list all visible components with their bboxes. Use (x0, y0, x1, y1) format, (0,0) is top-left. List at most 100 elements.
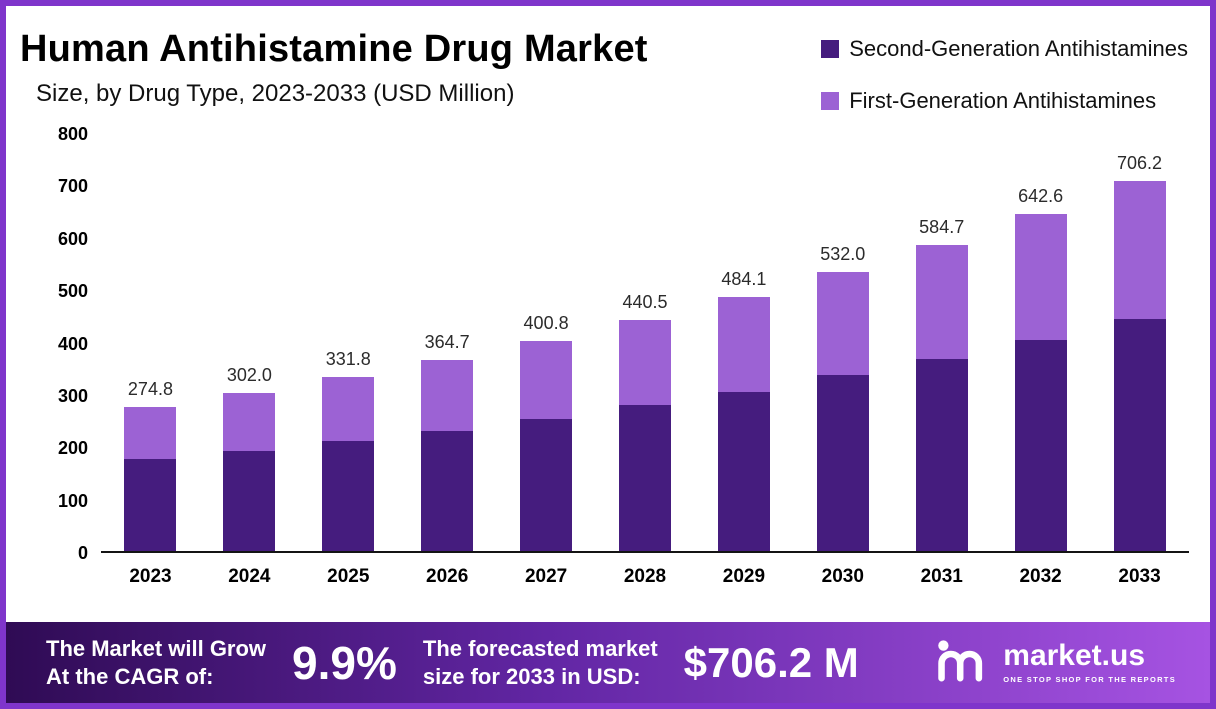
bar-group: 364.7 (398, 332, 497, 551)
bar-segment-second-generation (520, 418, 573, 551)
legend-item-second-generation: Second-Generation Antihistamines (821, 36, 1188, 62)
bar-segment-first-generation (421, 360, 474, 431)
bar-total-label: 400.8 (523, 313, 569, 334)
bar-stack (1014, 214, 1067, 551)
bar-segment-second-generation (717, 391, 770, 551)
bar-segment-first-generation (1014, 214, 1067, 341)
bar-group: 642.6 (991, 186, 1090, 551)
y-axis-tick-label: 400 (57, 333, 88, 354)
bar-stack (421, 360, 474, 551)
bar-group: 484.1 (694, 269, 793, 551)
cagr-label-line1: The Market will Grow (46, 636, 267, 661)
legend-swatch (821, 40, 840, 58)
bar-segment-second-generation (816, 375, 869, 551)
marketus-logo-icon (935, 639, 991, 687)
legend-swatch (821, 92, 840, 110)
bar-segment-first-generation (717, 297, 770, 392)
x-axis-label: 2032 (1019, 566, 1062, 587)
bar-segment-first-generation (816, 272, 869, 376)
x-axis-label: 2028 (623, 566, 667, 587)
bar-segment-second-generation (223, 450, 276, 551)
cagr-label: The Market will Grow At the CAGR of: (46, 635, 266, 690)
bar-group: 440.5 (596, 292, 695, 551)
bar-total-label: 706.2 (1116, 153, 1163, 174)
bar-segment-first-generation (124, 407, 177, 460)
bar-total-label: 364.7 (424, 332, 470, 353)
x-axis-label: 2030 (821, 566, 864, 587)
x-axis-label: 2026 (426, 566, 469, 587)
forecast-label-line1: The forecasted market (422, 636, 658, 661)
bar-group: 274.8 (101, 379, 200, 551)
forecast-value: $706.2 M (683, 638, 859, 686)
bar-stack (816, 272, 869, 551)
bar-segment-first-generation (223, 392, 276, 451)
y-axis-tick-label: 200 (57, 438, 88, 459)
x-axis-label: 2027 (524, 566, 568, 587)
bar-total-label: 642.6 (1018, 186, 1064, 207)
bar-group: 331.8 (299, 349, 398, 551)
brand: market.us ONE STOP SHOP FOR THE REPORTS (935, 639, 1176, 687)
bar-group: 532.0 (793, 244, 892, 551)
bar-total-label: 532.0 (820, 244, 866, 265)
forecast-label-line2: size for 2033 in USD: (422, 663, 641, 689)
bar-segment-first-generation (322, 377, 375, 441)
bar-group: 584.7 (892, 217, 991, 551)
bar-group: 302.0 (200, 365, 299, 551)
x-axis-label: 2025 (327, 566, 370, 587)
cagr-value: 9.9% (292, 636, 397, 689)
bar-segment-second-generation (1014, 340, 1067, 551)
legend: Second-Generation Antihistamines First-G… (821, 36, 1188, 114)
y-axis-tick-label: 100 (57, 490, 88, 511)
brand-text: market.us ONE STOP SHOP FOR THE REPORTS (1003, 639, 1176, 685)
chart-title: Human Antihistamine Drug Market (20, 28, 648, 70)
bar-group: 400.8 (497, 313, 596, 551)
bar-segment-second-generation (421, 430, 474, 551)
brand-name: market.us (1003, 639, 1146, 672)
bar-segment-second-generation (124, 459, 177, 551)
y-axis-tick-label: 300 (57, 385, 88, 406)
bar-segment-first-generation (915, 244, 968, 360)
cagr-label-line2: At the CAGR of: (46, 663, 214, 689)
bar-group: 706.2 (1090, 153, 1189, 551)
y-axis-tick-label: 500 (57, 281, 88, 302)
forecast-label: The forecasted market size for 2033 in U… (423, 635, 658, 690)
bar-segment-first-generation (618, 320, 671, 405)
bar-stack (322, 377, 375, 551)
x-axis-label: 2031 (920, 566, 963, 587)
bar-total-label: 274.8 (127, 379, 173, 400)
bar-stack (520, 341, 573, 551)
bar-stack (618, 320, 671, 551)
bar-total-label: 331.8 (325, 349, 371, 370)
chart-subtitle: Size, by Drug Type, 2023-2033 (USD Milli… (36, 80, 515, 107)
bar-stack (124, 407, 177, 551)
bar-total-label: 440.5 (622, 292, 668, 313)
bar-total-label: 584.7 (919, 216, 965, 237)
plot-area: 274.8 302.0 331.8 364.7 400.8 440.5 484.1 532.0… (101, 134, 1189, 553)
bar-segment-second-generation (915, 359, 968, 551)
footer-banner: The Market will Grow At the CAGR of: 9.9… (6, 622, 1210, 703)
brand-tagline: ONE STOP SHOP FOR THE REPORTS (1003, 675, 1176, 684)
y-axis: 0 100 200 300 400 500 600 700 800 (26, 124, 88, 563)
bar-segment-second-generation (322, 440, 375, 551)
bar-total-label: 484.1 (721, 269, 767, 290)
bar-segment-first-generation (520, 341, 573, 419)
legend-item-first-generation: First-Generation Antihistamines (821, 88, 1188, 114)
x-axis-labels: 2023 2024 2025 2026 2027 2028 2029 2030 2031 2032… (101, 566, 1189, 588)
x-axis-label: 2033 (1118, 566, 1161, 587)
legend-label: Second-Generation Antihistamines (849, 36, 1188, 61)
bar-total-label: 302.0 (226, 364, 272, 385)
bar-stack (717, 297, 770, 551)
bar-stack (223, 392, 276, 551)
bar-stack (915, 244, 968, 551)
x-axis-label: 2029 (722, 566, 766, 587)
bars-row: 274.8 302.0 331.8 364.7 400.8 440.5 484.1 532.0… (101, 134, 1189, 551)
bar-segment-second-generation (618, 404, 671, 551)
bar-segment-first-generation (1113, 181, 1166, 320)
y-axis-tick-label: 800 (57, 124, 88, 144)
y-axis-tick-label: 700 (57, 176, 88, 197)
y-axis-tick-label: 0 (77, 543, 88, 563)
bar-segment-second-generation (1113, 319, 1166, 551)
x-axis-label: 2023 (129, 566, 172, 587)
y-axis-tick-label: 600 (57, 228, 88, 249)
